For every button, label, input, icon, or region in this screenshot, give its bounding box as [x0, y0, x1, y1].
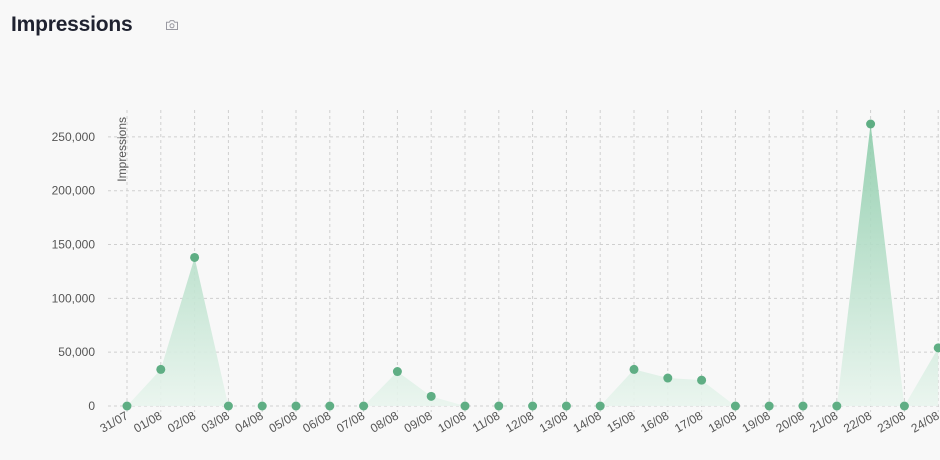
- data-point[interactable]: [595, 401, 605, 411]
- x-tick-label: 16/08: [638, 408, 671, 435]
- x-tick-label: 01/08: [131, 408, 164, 435]
- x-tick-label: 13/08: [537, 408, 570, 435]
- data-point[interactable]: [156, 364, 166, 374]
- x-tick-label: 04/08: [233, 408, 266, 435]
- y-tick-label: 0: [88, 399, 95, 413]
- x-tick-label: 10/08: [435, 408, 468, 435]
- x-tick-label: 15/08: [604, 408, 637, 435]
- data-point[interactable]: [223, 401, 233, 411]
- x-tick-label: 08/08: [368, 408, 401, 435]
- x-tick-label: 05/08: [266, 408, 299, 435]
- y-tick-label: 100,000: [52, 291, 96, 305]
- data-point[interactable]: [122, 401, 132, 411]
- data-point[interactable]: [798, 401, 808, 411]
- x-tick-label: 07/08: [334, 408, 367, 435]
- x-tick-label: 23/08: [875, 408, 908, 435]
- data-point[interactable]: [426, 391, 436, 401]
- chart-title: Impressions: [11, 13, 133, 36]
- x-tick-label: 19/08: [740, 408, 773, 435]
- data-point[interactable]: [663, 373, 673, 383]
- grid: [108, 110, 940, 412]
- y-tick-label: 150,000: [52, 238, 96, 252]
- x-tick-label: 11/08: [470, 408, 503, 435]
- y-tick-label: 200,000: [52, 184, 96, 198]
- area-fill: [127, 124, 939, 406]
- data-point[interactable]: [392, 367, 402, 377]
- data-point[interactable]: [832, 401, 842, 411]
- data-point[interactable]: [730, 401, 740, 411]
- data-point[interactable]: [190, 252, 200, 262]
- x-tick-label: 18/08: [706, 408, 739, 435]
- y-axis-label: Impressions: [115, 117, 129, 182]
- y-tick-label: 250,000: [52, 130, 96, 144]
- data-point[interactable]: [359, 401, 369, 411]
- area-series: [127, 124, 939, 406]
- data-point[interactable]: [561, 401, 571, 411]
- x-axis-ticks: 31/07 01/08 02/08 03/08 04/08 05/08 06/08 07/08…: [97, 408, 940, 435]
- x-tick-label: 21/08: [807, 408, 840, 435]
- x-tick-label: 22/08: [841, 408, 874, 435]
- data-point[interactable]: [494, 401, 504, 411]
- data-point[interactable]: [697, 375, 707, 385]
- data-point[interactable]: [325, 401, 335, 411]
- data-point[interactable]: [629, 364, 639, 374]
- data-point[interactable]: [291, 401, 301, 411]
- data-point[interactable]: [866, 119, 876, 129]
- data-point[interactable]: [460, 401, 470, 411]
- y-axis-ticks: 0 50,000 100,000 150,000 200,000 250,000: [52, 130, 96, 413]
- x-tick-label: 12/08: [503, 408, 536, 435]
- data-point[interactable]: [764, 401, 774, 411]
- x-tick-label: 14/08: [571, 408, 604, 435]
- x-tick-label: 09/08: [402, 408, 435, 435]
- x-tick-label: 24/08: [909, 408, 940, 435]
- x-tick-label: 20/08: [773, 408, 806, 435]
- y-tick-label: 50,000: [58, 345, 95, 359]
- x-tick-label: 02/08: [165, 408, 198, 435]
- x-tick-label: 31/07: [97, 408, 130, 435]
- data-point[interactable]: [899, 401, 909, 411]
- camera-icon[interactable]: [163, 16, 181, 34]
- data-point[interactable]: [528, 401, 538, 411]
- chart-header: Impressions: [11, 13, 181, 37]
- x-tick-label: 17/08: [672, 408, 705, 435]
- x-tick-label: 06/08: [300, 408, 333, 435]
- data-point[interactable]: [933, 343, 940, 353]
- data-point[interactable]: [257, 401, 267, 411]
- x-tick-label: 03/08: [199, 408, 232, 435]
- data-points: [122, 119, 940, 411]
